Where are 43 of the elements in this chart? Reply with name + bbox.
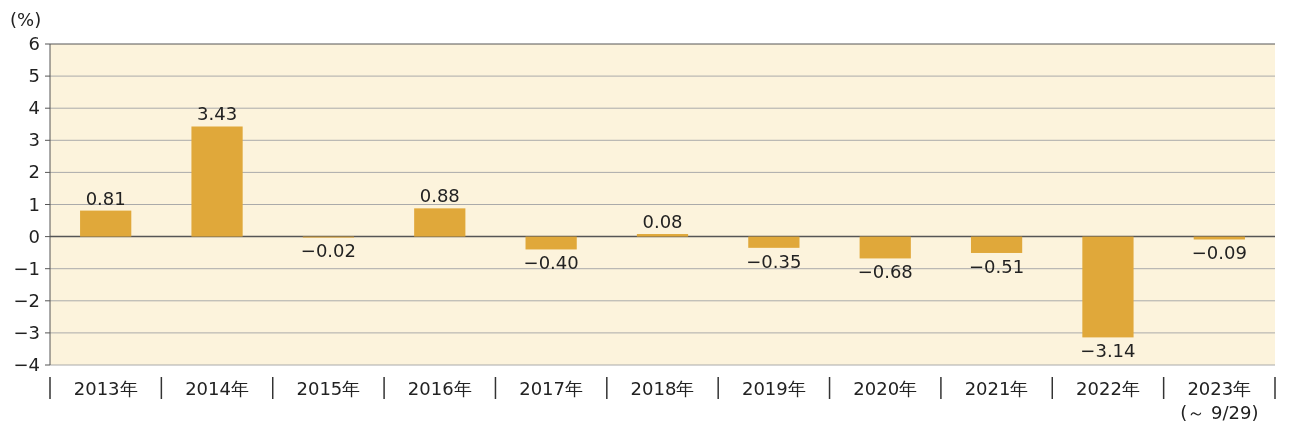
y-tick-label: −1: [13, 257, 40, 279]
bar: [1082, 236, 1134, 338]
data-label: −0.02: [300, 240, 356, 262]
y-tick-label: −4: [13, 354, 40, 375]
x-tick-label: 2015年: [296, 378, 361, 399]
data-label: 3.43: [197, 103, 238, 125]
x-tick-label: 2016年: [407, 378, 472, 399]
bar: [970, 236, 1023, 253]
x-tick-label: 2022年: [1076, 378, 1140, 399]
bar: [636, 234, 689, 237]
x-tick-label: 2020年: [853, 378, 918, 399]
bar: [859, 236, 911, 259]
x-tick-label: 2019年: [741, 378, 806, 399]
data-label: −0.68: [857, 261, 913, 283]
y-tick-label: 6: [28, 33, 40, 54]
y-tick-label: 1: [28, 193, 40, 215]
x-tick-label: 2021年: [964, 378, 1029, 399]
y-tick-label: −3: [13, 321, 40, 343]
bar: [191, 126, 243, 237]
y-axis-title: (%): [10, 9, 42, 30]
data-label: −0.51: [969, 255, 1025, 277]
x-tick-label: 2018年: [630, 378, 695, 399]
y-tick-label: 5: [28, 65, 40, 87]
x-tick-label: 2017年: [519, 378, 584, 399]
data-label: 0.08: [642, 211, 683, 233]
data-label: 0.88: [419, 185, 460, 207]
data-label: −0.35: [746, 250, 802, 272]
y-tick-label: −2: [13, 289, 40, 311]
y-tick-label: 0: [28, 225, 40, 247]
y-tick-label: 2: [28, 161, 40, 183]
data-label: −0.09: [1191, 242, 1247, 264]
x-tick-label: 2023年 (～ 9/29): [1180, 378, 1259, 423]
bar: [748, 236, 800, 248]
data-label: −0.40: [523, 252, 579, 274]
bar: [525, 236, 577, 250]
data-label: −3.14: [1080, 340, 1136, 362]
bar: [414, 208, 466, 237]
bar: [80, 210, 132, 237]
data-label: 0.81: [85, 187, 126, 209]
x-tick-label: 2013年: [73, 378, 138, 399]
y-tick-label: 3: [28, 129, 40, 151]
y-tick-label: 4: [28, 97, 40, 119]
x-tick-label: 2014年: [185, 378, 249, 399]
